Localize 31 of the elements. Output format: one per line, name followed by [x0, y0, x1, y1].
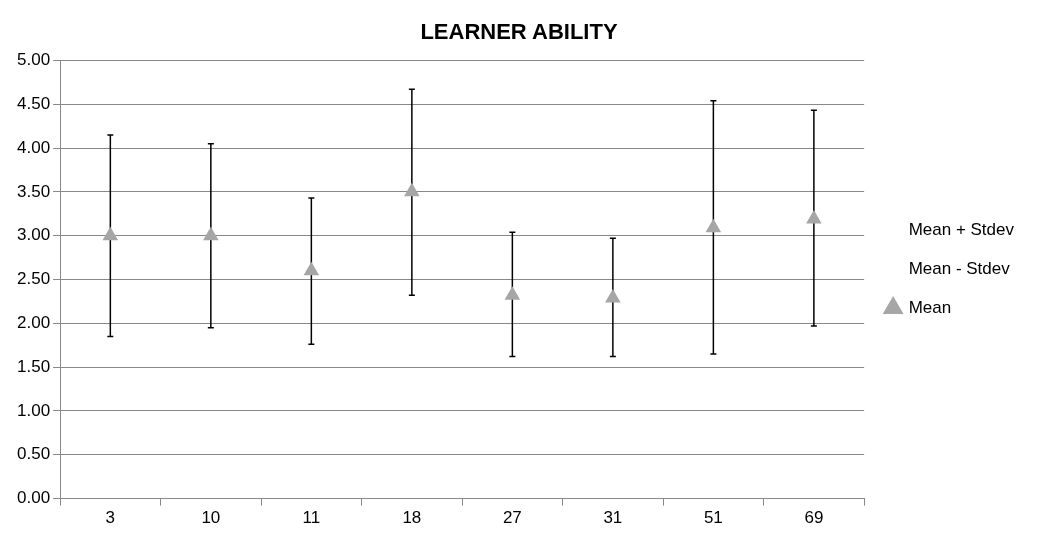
point: [203, 226, 219, 241]
y-tick-label: 1.50: [16, 356, 51, 376]
point: [504, 286, 521, 300]
x-tick-label: 51: [703, 508, 723, 528]
text: Mean + Stdev: [908, 219, 1015, 239]
text: Mean - Stdev: [908, 258, 1011, 278]
x-tick-label: 11: [302, 508, 321, 528]
point: [705, 218, 722, 233]
point: [806, 210, 822, 224]
point: [605, 288, 621, 303]
y-tick-label: 0.00: [16, 488, 51, 508]
x-tick-label: 69: [804, 508, 824, 528]
y-tick-label: 5.00: [16, 50, 51, 70]
x-tick-label: 31: [603, 508, 623, 528]
y-tick-label: 2.00: [16, 313, 51, 333]
point: [303, 261, 320, 276]
y-tick-label: 1.00: [16, 400, 51, 420]
point: [102, 226, 119, 241]
y-tick-label: 3.50: [16, 181, 51, 201]
chart-title: LEARNER ABILITY: [420, 19, 618, 45]
y-tick-label: 0.50: [16, 444, 51, 464]
y-tick-label: 3.00: [16, 225, 51, 245]
y-tick-label: 2.50: [16, 269, 51, 289]
point: [404, 182, 420, 197]
x-tick-label: 27: [502, 508, 522, 528]
y-tick-label: 4.50: [16, 93, 51, 113]
x-tick-label: 18: [402, 508, 422, 528]
x-tick-label: 10: [201, 508, 221, 528]
x-tick-label: 3: [105, 508, 116, 528]
legend-label: Mean: [908, 297, 952, 317]
y-tick-label: 4.00: [16, 137, 51, 157]
